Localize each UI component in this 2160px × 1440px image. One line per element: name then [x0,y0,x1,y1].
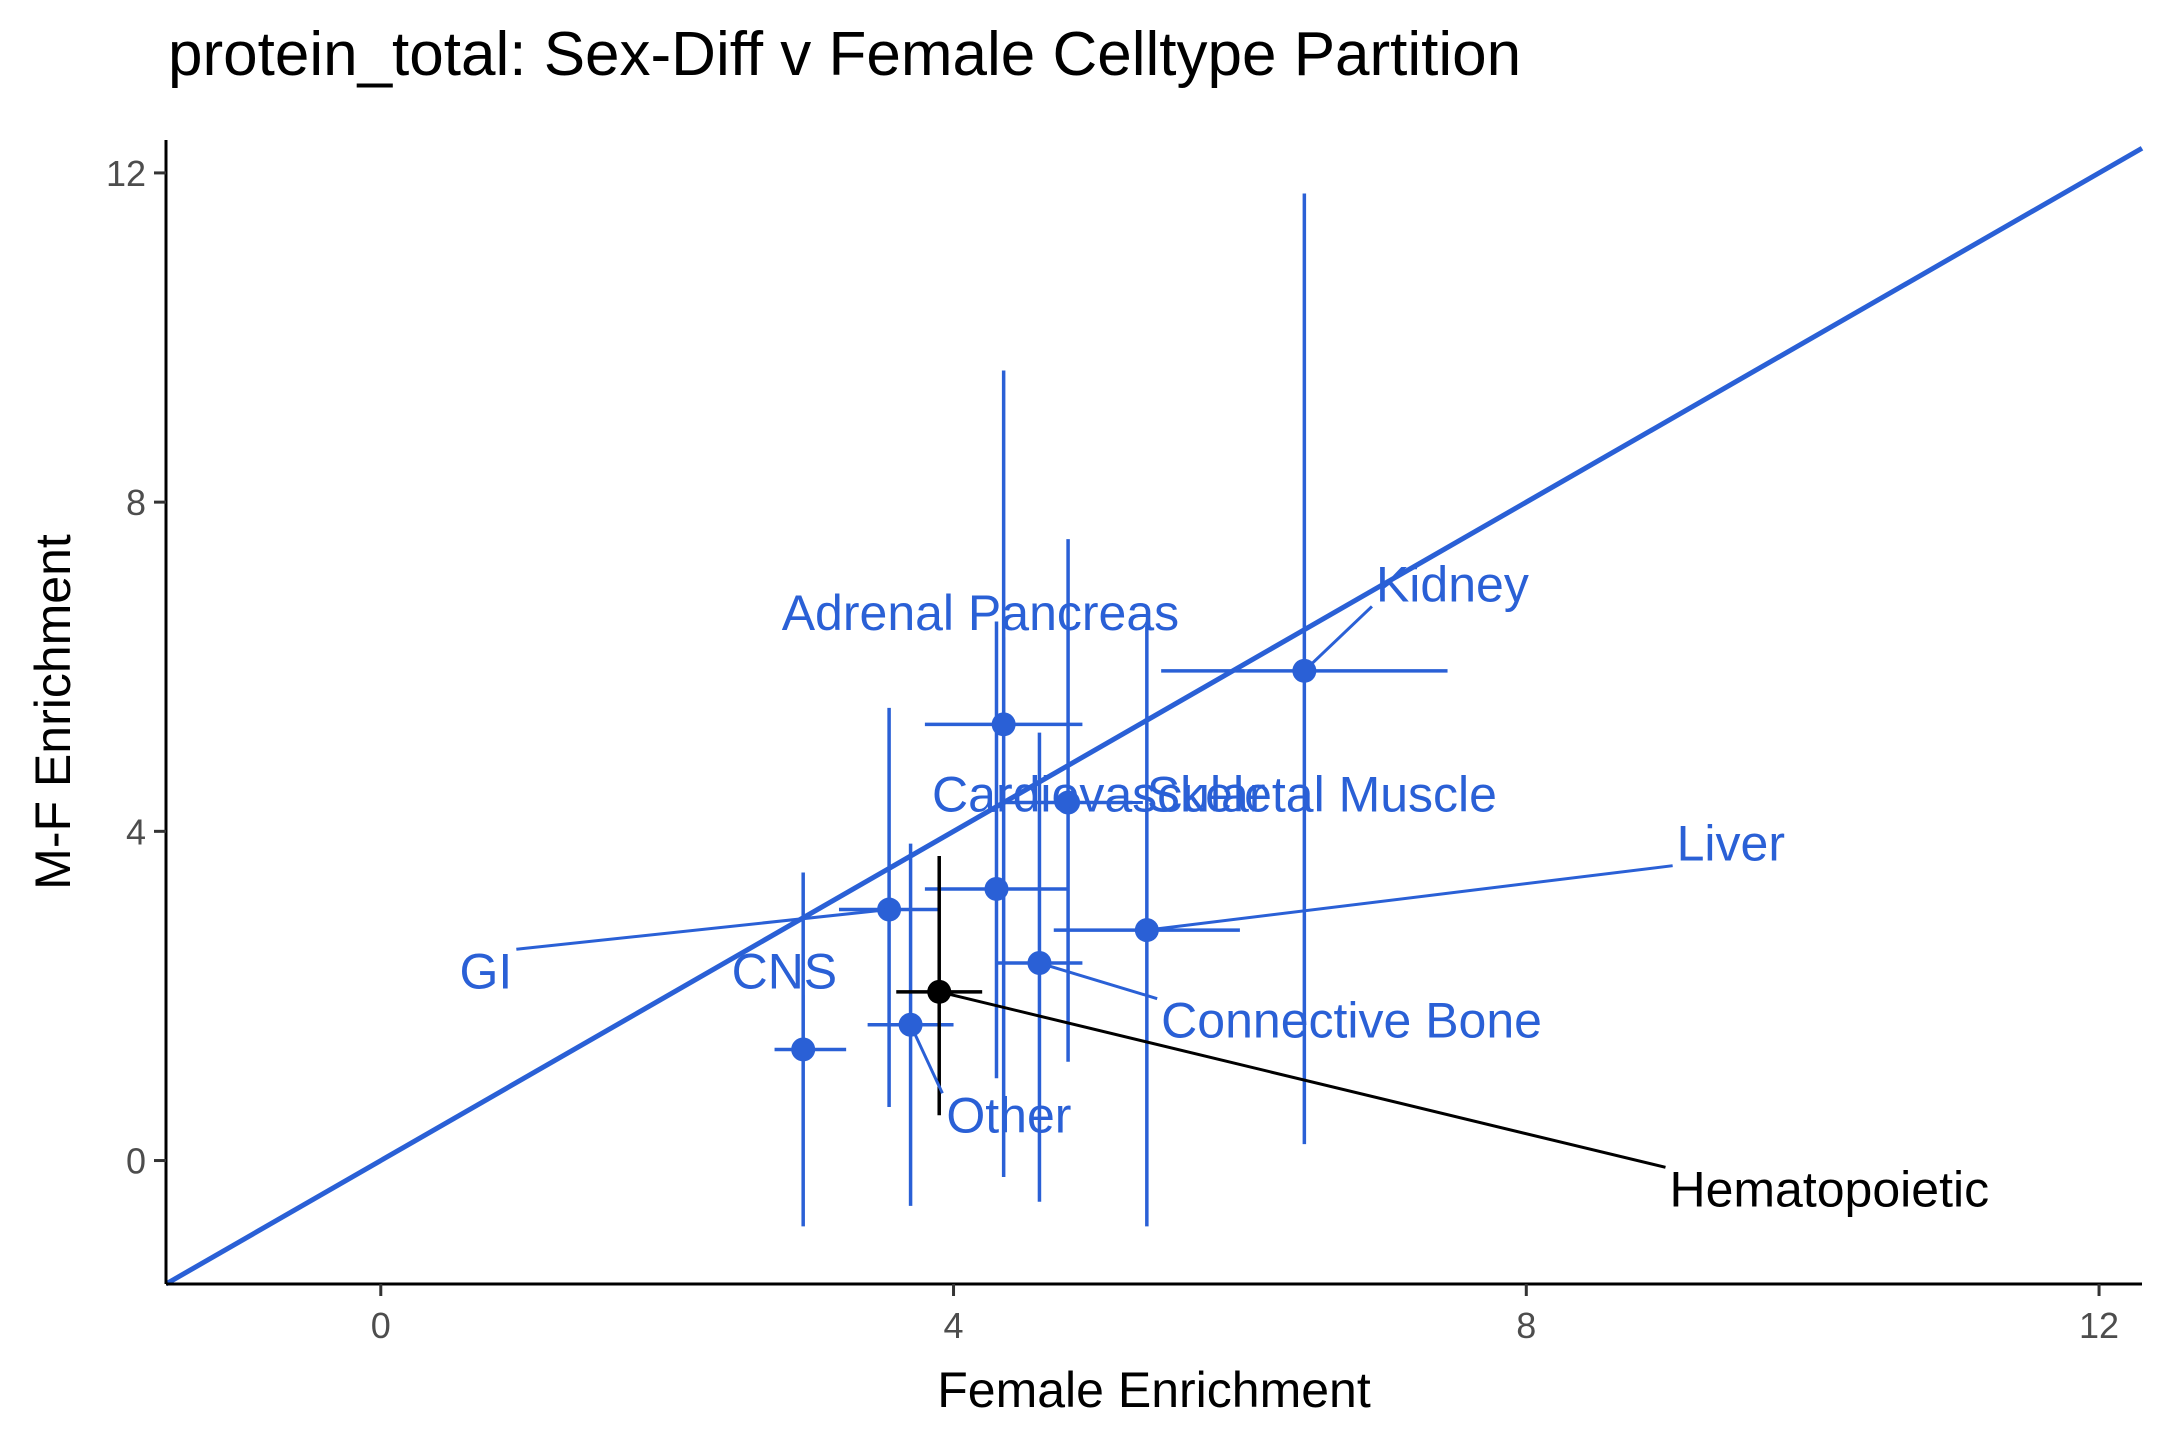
leader-line [909,1024,944,1094]
point-label-adrenal-pancreas: Adrenal Pancreas [782,585,1179,641]
x-tick-label: 12 [2079,1305,2119,1346]
x-tick-label: 8 [1516,1305,1536,1346]
y-ticks: 0 4 8 12 [106,153,166,1182]
y-tick-label: 0 [126,1141,146,1182]
leader-line [1146,864,1673,932]
x-tick-label: 4 [944,1305,964,1346]
point-label-hematopoietic: Hematopoietic [1669,1161,1989,1217]
plot-area: Kidney Adrenal Pancreas Skeletal MuscleCar… [164,146,2144,1287]
point-label-cardiovascular: Cardiovascular [932,766,1265,822]
point-gi [838,707,940,1108]
point-label-cns: CNS [732,943,838,999]
point-label-kidney: Kidney [1376,556,1529,612]
y-tick-label: 12 [106,153,146,194]
leader-line [1039,961,1158,1001]
point-label-liver: Liver [1677,816,1785,872]
leader-line [516,908,890,951]
chart-title: protein_total: Sex-Diff v Female Celltyp… [168,20,1521,89]
y-tick-label: 8 [126,482,146,523]
x-ticks: 0 4 8 12 [371,1284,2119,1346]
axes [164,140,2142,1286]
reference-line [164,146,2144,1287]
point-label-skeletal-muscle: Skeletal Muscle [1147,766,1497,822]
leader-line [1303,605,1373,672]
point-label-gi: GI [460,943,513,999]
y-axis-title: M-F Enrichment [25,534,81,890]
x-tick-label: 0 [371,1305,391,1346]
point-label-other: Other [946,1087,1071,1143]
point-label-connective-bone: Connective Bone [1161,993,1542,1049]
y-tick-label: 4 [126,811,146,852]
x-axis-title: Female Enrichment [937,1362,1371,1418]
point-liver [1053,625,1240,1227]
leader-line [938,990,1666,1169]
